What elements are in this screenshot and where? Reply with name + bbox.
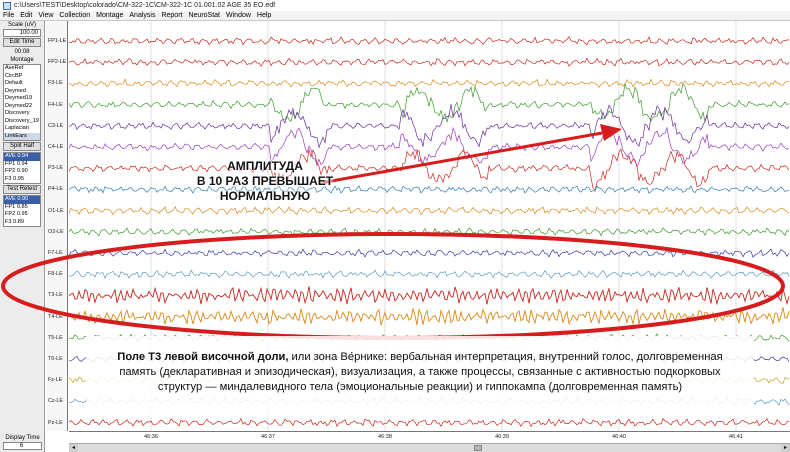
menu-edit[interactable]: Edit (20, 12, 33, 19)
test-retest-button[interactable]: Test Retest (3, 185, 41, 194)
montage-item[interactable]: Deymed22 (5, 102, 33, 109)
test-retest-fp2: FP2 0.95 (5, 211, 28, 217)
channel-labels: FP1-LE FP2-LE F3-LE F4-LE C3-LE C4-LE P3-LE P4-… (46, 21, 68, 431)
split-half-fp1: FP1 0.94 (5, 160, 28, 167)
eeg-trace (69, 185, 790, 194)
channel-label: O2-LE (48, 228, 64, 235)
menu-montage[interactable]: Montage (96, 12, 124, 19)
split-half-fp2: FP2 0.90 (5, 168, 28, 174)
menu-bar: File Edit View Collection Montage Analys… (0, 11, 790, 21)
menu-analysis[interactable]: Analysis (129, 12, 156, 19)
t3-description: Поле T3 левой височной доли, или зона Ве… (100, 350, 740, 395)
eeg-trace (69, 307, 790, 326)
channel-label: C3-LE (48, 122, 64, 129)
menu-view[interactable]: View (38, 12, 54, 19)
split-half-button[interactable]: Split Half (3, 142, 41, 151)
display-time-field[interactable]: 6 (3, 442, 42, 450)
channel-label: T6-LE (48, 356, 63, 362)
eeg-trace (69, 57, 790, 67)
eeg-trace (69, 126, 790, 168)
channel-label: P3-LE (48, 165, 63, 172)
channel-label: O1-LE (48, 207, 64, 214)
montage-item[interactable]: Laplacian (5, 125, 29, 131)
channel-label: F8-LE (48, 271, 63, 278)
scale-field[interactable]: 100.00 (3, 29, 41, 37)
app-icon (3, 1, 11, 10)
eeg-trace (69, 205, 790, 216)
split-half-f3: F3 0.95 (5, 175, 24, 182)
menu-collection[interactable]: Collection (59, 12, 91, 19)
display-time-label: Display Time (5, 435, 40, 441)
menu-file[interactable]: File (3, 12, 15, 19)
scale-label: Scale (uV) (7, 22, 36, 28)
channel-label: T4-LE (48, 313, 63, 320)
montage-item[interactable]: Discovery_19 (5, 117, 39, 124)
channel-label: P4-LE (48, 186, 63, 193)
eeg-trace (69, 417, 790, 428)
eeg-trace (69, 248, 790, 258)
test-retest-f3: F3 0.89 (5, 218, 24, 225)
time-tick-label: 46:39 (495, 434, 509, 440)
display-time-group: Display Time 6 (0, 434, 45, 450)
split-half-values: AVE 0.94 FP1 0.94 FP2 0.90 F3 0.95 (3, 152, 41, 184)
split-half-ave: AVE 0.94 (4, 153, 40, 161)
channel-label: Pz-LE (48, 419, 63, 426)
edit-time-button[interactable]: Edit Time (3, 38, 41, 47)
test-retest-fp1: FP1 0.85 (5, 203, 28, 210)
montage-item[interactable]: Deymed (5, 87, 26, 94)
eeg-trace (69, 82, 790, 123)
amplitude-caption: АМПЛИТУДА В 10 РАЗ ПРЕВЫШАЕТ НОРМАЛЬНУЮ (190, 159, 340, 204)
montage-item[interactable]: AveRef (5, 65, 24, 71)
montage-item-selected[interactable]: LinkEars (4, 132, 40, 140)
eeg-trace (69, 36, 790, 46)
amplitude-caption-line: В 10 РАЗ ПРЕВЫШАЕТ (196, 174, 334, 188)
montage-item[interactable]: Deymed19 (5, 95, 33, 101)
channel-label: F3-LE (48, 80, 63, 87)
menu-report[interactable]: Report (161, 12, 183, 19)
menu-neurostat[interactable]: NeuroStat (188, 12, 221, 19)
test-retest-ave: AVE 0.90 (4, 196, 40, 204)
title-bar: c:\Users\TEST\Desktop\colorado\CM-322-1C… (0, 0, 790, 11)
amplitude-caption-line: НОРМАЛЬНУЮ (219, 189, 311, 203)
time-tick-label: 46:40 (612, 434, 626, 440)
channel-label: FP2-LE (48, 59, 67, 66)
montage-label: Montage (10, 57, 34, 63)
eeg-trace (69, 227, 790, 237)
scroll-left-icon[interactable]: ◂ (69, 444, 78, 452)
window-title: c:\Users\TEST\Desktop\colorado\CM-322-1C… (14, 2, 276, 9)
time-tick-label: 46:41 (729, 434, 743, 440)
time-tick-label: 46:37 (261, 434, 275, 440)
time-tick-label: 46:36 (144, 434, 158, 440)
horizontal-scrollbar[interactable]: ◂ ▸ (69, 443, 790, 452)
eeg-trace (69, 103, 790, 149)
channel-label: T3-LE (48, 292, 63, 299)
montage-item[interactable]: Default (5, 80, 23, 86)
channel-label: Fz-LE (48, 377, 63, 384)
time-axis: 46:36 46:37 46:38 46:39 46:40 46:41 (69, 431, 790, 443)
time-tick-label: 46:38 (378, 434, 392, 440)
amplitude-caption-line: АМПЛИТУДА (227, 159, 303, 173)
montage-list[interactable]: AveRef CircBP Default Deymed Deymed19 De… (3, 64, 41, 141)
eeg-trace (69, 269, 790, 279)
control-panel: Scale (uV) 100.00 Edit Time 00:08 Montag… (0, 21, 45, 452)
montage-item[interactable]: CircBP (5, 72, 23, 79)
t3-description-body: или зона Ве́рнике: вербальная интерпрета… (119, 351, 723, 393)
channel-label: Cz-LE (48, 398, 63, 405)
channel-label: C4-LE (48, 144, 64, 150)
montage-item[interactable]: Discovery (5, 110, 30, 116)
test-retest-values: AVE 0.90 FP1 0.85 FP2 0.95 F3 0.89 (3, 195, 41, 227)
channel-label: T5-LE (48, 334, 63, 341)
t3-description-title: Поле T3 левой височной доли, (117, 351, 289, 363)
eeg-trace (69, 286, 790, 306)
channel-label: F7-LE (48, 250, 63, 256)
annotation-backdrop (86, 336, 754, 418)
time-value: 00:08 (14, 49, 30, 55)
scroll-right-icon[interactable]: ▸ (781, 444, 790, 452)
channel-label: F4-LE (48, 101, 63, 108)
eeg-trace (69, 78, 790, 89)
scroll-thumb[interactable] (474, 445, 482, 451)
menu-window[interactable]: Window (226, 12, 251, 19)
menu-help[interactable]: Help (256, 12, 272, 19)
channel-label: FP1-LE (48, 38, 67, 44)
